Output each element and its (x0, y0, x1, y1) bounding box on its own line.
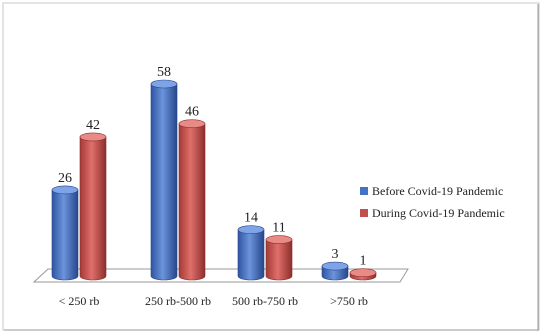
chart-floor (32, 268, 409, 283)
x-tick-label-500-rb-750-rb: 500 rb-750 rb (232, 294, 298, 308)
data-label-750-rb-before: 3 (332, 247, 339, 262)
bar-500-rb-750-rb-before (237, 225, 265, 281)
legend-swatch (360, 187, 368, 195)
bar-750-rb-during (349, 268, 377, 281)
x-tick-label-250-rb: < 250 rb (59, 294, 100, 308)
bar-250-rb-500-rb-during (178, 119, 206, 281)
x-tick-label-250-rb-500-rb: 250 rb-500 rb (145, 294, 211, 308)
legend-item-before: Before Covid-19 Pandemic (360, 184, 503, 198)
bar-500-rb-750-rb-during (265, 235, 293, 281)
data-label-750-rb-during: 1 (360, 254, 367, 269)
bar-250-rb-500-rb-before (150, 79, 178, 281)
x-axis-tick-labels: < 250 rb 250 rb-500 rb 500 rb-750 rb >750 r… (59, 294, 368, 308)
bar-750-rb-before (321, 261, 349, 281)
data-label-250-rb-during: 42 (86, 118, 100, 133)
legend-label: Before Covid-19 Pandemic (372, 184, 503, 198)
x-tick-label-750-rb: >750 rb (330, 294, 368, 308)
data-label-250-rb-500-rb-before: 58 (157, 65, 171, 80)
data-label-500-rb-750-rb-during: 11 (272, 221, 285, 236)
data-label-500-rb-750-rb-before: 14 (244, 211, 258, 226)
legend-swatch (360, 209, 368, 217)
data-label-250-rb-500-rb-during: 46 (185, 105, 199, 120)
bar-250-rb-during (79, 132, 107, 281)
data-label-250-rb-before: 26 (58, 171, 72, 186)
legend-item-during: During Covid-19 Pandemic (360, 206, 505, 220)
legend-label: During Covid-19 Pandemic (372, 206, 505, 220)
legend: Before Covid-19 Pandemic During Covid-19 … (360, 184, 505, 220)
bar-250-rb-before (51, 185, 79, 281)
bars-layer (51, 79, 377, 281)
data-labels-layer: 26 42 58 46 14 11 3 1 (58, 65, 367, 269)
